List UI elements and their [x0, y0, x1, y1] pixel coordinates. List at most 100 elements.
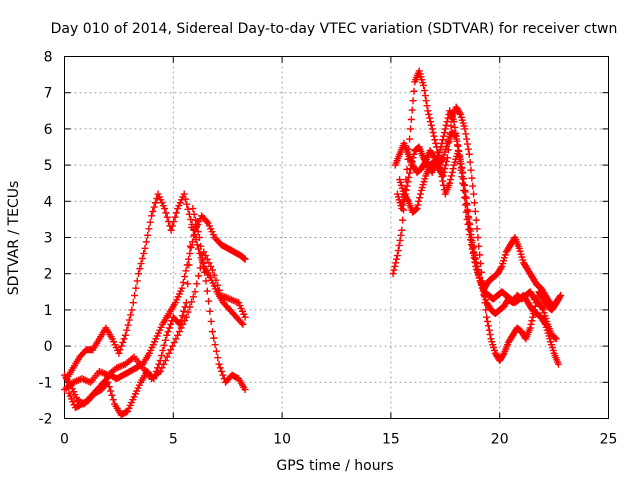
data-point — [161, 336, 169, 344]
x-tick-label: 20 — [491, 432, 509, 448]
data-point — [464, 145, 472, 153]
data-point — [172, 209, 180, 217]
data-point — [531, 306, 539, 314]
data-point — [193, 280, 201, 288]
data-point — [442, 121, 450, 129]
data-point — [471, 255, 479, 263]
data-point — [456, 152, 464, 160]
data-point — [201, 268, 209, 276]
data-point — [205, 297, 213, 305]
data-point — [200, 248, 208, 256]
data-point — [214, 281, 222, 289]
data-point — [159, 346, 167, 354]
data-point — [439, 136, 447, 144]
data-point — [484, 322, 492, 330]
data-point — [199, 260, 207, 268]
data-point — [170, 218, 178, 226]
data-point — [473, 262, 481, 270]
data-point — [219, 371, 227, 379]
data-point — [484, 317, 492, 325]
data-point — [463, 140, 471, 148]
data-point — [457, 157, 465, 165]
data-point — [443, 118, 451, 126]
data-point — [466, 225, 474, 233]
data-point — [432, 139, 440, 147]
data-point — [180, 190, 188, 198]
data-point — [205, 259, 213, 267]
data-point — [439, 172, 447, 180]
data-point — [172, 335, 180, 343]
data-point — [160, 341, 168, 349]
data-point — [402, 186, 410, 194]
data-point — [194, 228, 202, 236]
data-point — [178, 284, 186, 292]
axis-ticks — [64, 56, 609, 419]
data-point — [207, 317, 215, 325]
data-point — [398, 205, 406, 213]
data-point — [441, 165, 449, 173]
data-point — [177, 316, 185, 324]
data-point — [178, 312, 186, 320]
data-point — [531, 302, 539, 310]
data-point — [241, 386, 249, 394]
data-point — [208, 328, 216, 336]
data-point — [476, 273, 484, 281]
data-point — [202, 277, 210, 285]
data-point — [393, 252, 401, 260]
data-point — [215, 286, 223, 294]
data-point — [240, 254, 248, 262]
data-point — [203, 287, 211, 295]
data-point — [424, 107, 432, 115]
data-point — [473, 225, 481, 233]
data-point — [182, 267, 190, 275]
data-point — [440, 129, 448, 137]
data-point — [216, 364, 224, 372]
data-point — [470, 199, 478, 207]
data-point — [218, 367, 226, 375]
data-point — [467, 231, 475, 239]
data-point — [238, 319, 246, 327]
data-point — [175, 328, 183, 336]
data-point — [412, 205, 420, 213]
data-point — [191, 216, 199, 224]
data-point — [470, 248, 478, 256]
data-point — [557, 291, 565, 299]
data-point — [197, 242, 205, 250]
data-point — [390, 266, 398, 274]
data-point — [415, 197, 423, 205]
data-point — [461, 125, 469, 133]
data-point — [184, 280, 192, 288]
data-point — [160, 360, 168, 368]
data-point — [186, 303, 194, 311]
data-point — [404, 178, 412, 186]
data-point — [140, 249, 148, 257]
data-point — [442, 161, 450, 169]
data-point — [137, 260, 145, 268]
data-point — [462, 130, 470, 138]
y-tick-label: 5 — [44, 158, 53, 174]
y-tick-label: 8 — [44, 50, 53, 66]
data-point — [133, 277, 141, 285]
data-point — [203, 218, 211, 226]
data-point — [440, 132, 448, 140]
data-point — [196, 264, 204, 272]
data-point — [414, 201, 422, 209]
data-point — [131, 291, 139, 299]
data-point — [395, 241, 403, 249]
data-point — [181, 273, 189, 281]
data-point — [134, 270, 142, 278]
data-point — [163, 213, 171, 221]
data-point — [413, 205, 421, 213]
data-point — [392, 259, 400, 267]
data-point — [138, 254, 146, 262]
data-point — [181, 317, 189, 325]
data-point — [454, 142, 462, 150]
tick-labels: 0 5 10 15 20 25 -2 -1 0 1 2 3 4 5 6 7 8 — [39, 50, 618, 448]
data-point — [409, 97, 417, 105]
data-point — [239, 320, 247, 328]
data-point — [530, 310, 538, 318]
data-point — [210, 271, 218, 279]
y-tick-label: 1 — [44, 303, 53, 319]
data-point — [164, 328, 172, 336]
data-point — [181, 195, 189, 203]
